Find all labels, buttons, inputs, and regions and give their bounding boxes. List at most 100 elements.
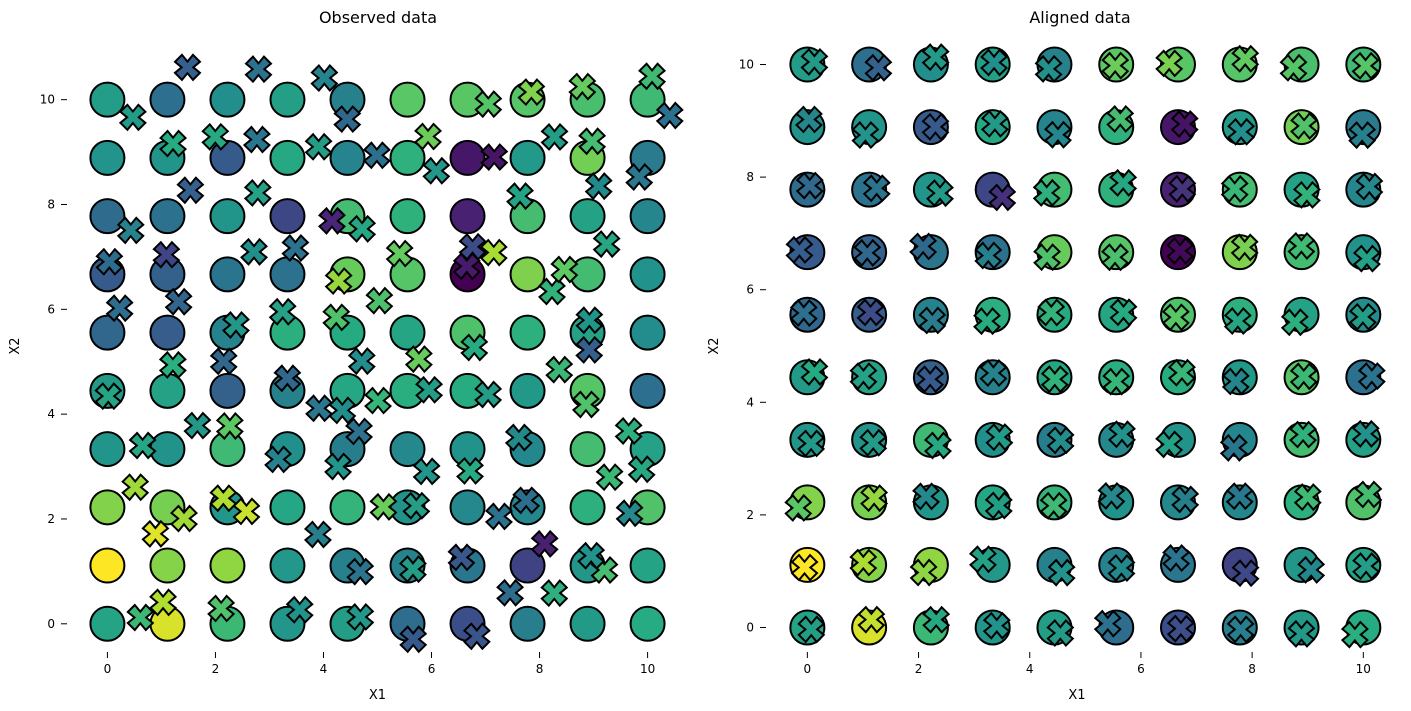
circle-point [569, 198, 606, 235]
circle-point [209, 198, 246, 235]
x-marker-point [1101, 51, 1130, 80]
x-marker-point [1155, 430, 1184, 459]
x-marker-point [1352, 244, 1381, 273]
x-marker-point [221, 311, 250, 339]
x-marker-point [545, 355, 574, 384]
x-marker-point [173, 53, 202, 82]
x-marker-point [365, 286, 394, 315]
circle-point [89, 489, 126, 526]
circle-point [509, 256, 546, 293]
x-marker-point [627, 455, 656, 484]
x-axis-label: X1 [369, 688, 386, 703]
x-marker-point [232, 497, 261, 526]
x-marker-point [215, 411, 244, 440]
x-marker-point [530, 529, 559, 558]
x-marker-point [183, 411, 212, 440]
x-marker-point [1109, 168, 1138, 197]
x-marker-point [592, 230, 621, 259]
circle-point [149, 372, 186, 409]
circle-point [89, 139, 126, 176]
x-marker-point [909, 232, 938, 261]
x-tick-label: 6 [1137, 662, 1145, 676]
x-marker-point [243, 178, 272, 207]
x-marker-point [1226, 615, 1255, 644]
circle-point [149, 431, 186, 468]
x-marker-point [348, 214, 377, 243]
x-marker-point [1297, 555, 1326, 584]
circle-point [269, 198, 306, 235]
x-marker-point [1032, 178, 1061, 207]
x-marker-point [484, 502, 513, 531]
x-marker-point [849, 548, 878, 577]
circle-point [509, 547, 546, 584]
x-marker-point [322, 303, 351, 332]
x-marker-point [398, 555, 427, 584]
x-marker-point [1340, 620, 1369, 649]
x-marker-point [504, 423, 533, 452]
x-marker-point [1354, 480, 1383, 509]
x-marker-point [909, 558, 938, 587]
x-marker-point [790, 553, 819, 582]
x-marker-point [1166, 236, 1195, 265]
x-marker-point [979, 359, 1008, 388]
x-marker-point [333, 105, 362, 134]
y-tick-label: 8 [746, 170, 754, 184]
x-marker-point [1287, 231, 1316, 260]
x-tick-label: 2 [212, 662, 220, 676]
x-marker-point [974, 241, 1003, 270]
x-marker-point [800, 357, 829, 386]
x-marker-point [273, 364, 302, 393]
x-marker-point [1290, 111, 1319, 140]
x-marker-point [789, 299, 818, 328]
circle-point [569, 605, 606, 642]
chart-title: Observed data [319, 8, 437, 27]
x-marker-point [1037, 298, 1066, 327]
x-marker-point [303, 520, 332, 549]
x-marker-point [460, 333, 489, 362]
x-marker-point [152, 240, 181, 269]
x-marker-point [857, 605, 886, 634]
x-marker-point [614, 416, 643, 445]
x-marker-point [921, 43, 950, 72]
x-marker-point [916, 365, 945, 394]
x-marker-point [412, 457, 441, 486]
x-marker-point [207, 594, 236, 623]
x-marker-point [240, 237, 268, 266]
x-marker-point [638, 62, 667, 91]
x-marker-point [422, 156, 451, 185]
x-marker-point [317, 206, 346, 235]
x-marker-point [264, 445, 293, 474]
circle-point [209, 372, 246, 409]
x-marker-point [1227, 117, 1256, 146]
x-marker-point [324, 267, 353, 296]
circle-point [389, 81, 426, 118]
x-marker-point [1162, 544, 1191, 573]
x-marker-point [1107, 420, 1136, 449]
x-marker-point [242, 125, 271, 154]
x-marker-point [209, 347, 238, 376]
x-marker-point [1355, 172, 1384, 201]
x-marker-point [141, 519, 170, 548]
x-marker-point [369, 492, 398, 521]
x-marker-point [1046, 619, 1075, 648]
x-marker-point [1348, 121, 1377, 150]
x-marker-point [575, 335, 604, 364]
x-tick-label: 10 [640, 662, 655, 676]
x-marker-point [1170, 110, 1199, 139]
circle-point [209, 139, 246, 176]
x-marker-point [853, 238, 882, 267]
circle-point [269, 547, 306, 584]
x-marker-point [1171, 485, 1200, 514]
circle-point [509, 314, 546, 351]
x-marker-point [1351, 51, 1380, 80]
x-marker-point [121, 473, 150, 502]
x-marker-point [538, 277, 566, 306]
x-marker-point [118, 103, 147, 132]
y-axis-label: X2 [8, 337, 23, 354]
x-marker-point [985, 423, 1014, 452]
x-marker-point [310, 64, 339, 93]
circle-point [629, 256, 666, 293]
circle-point [149, 314, 186, 351]
x-tick-label: 6 [428, 662, 436, 676]
x-marker-point [1167, 358, 1196, 387]
